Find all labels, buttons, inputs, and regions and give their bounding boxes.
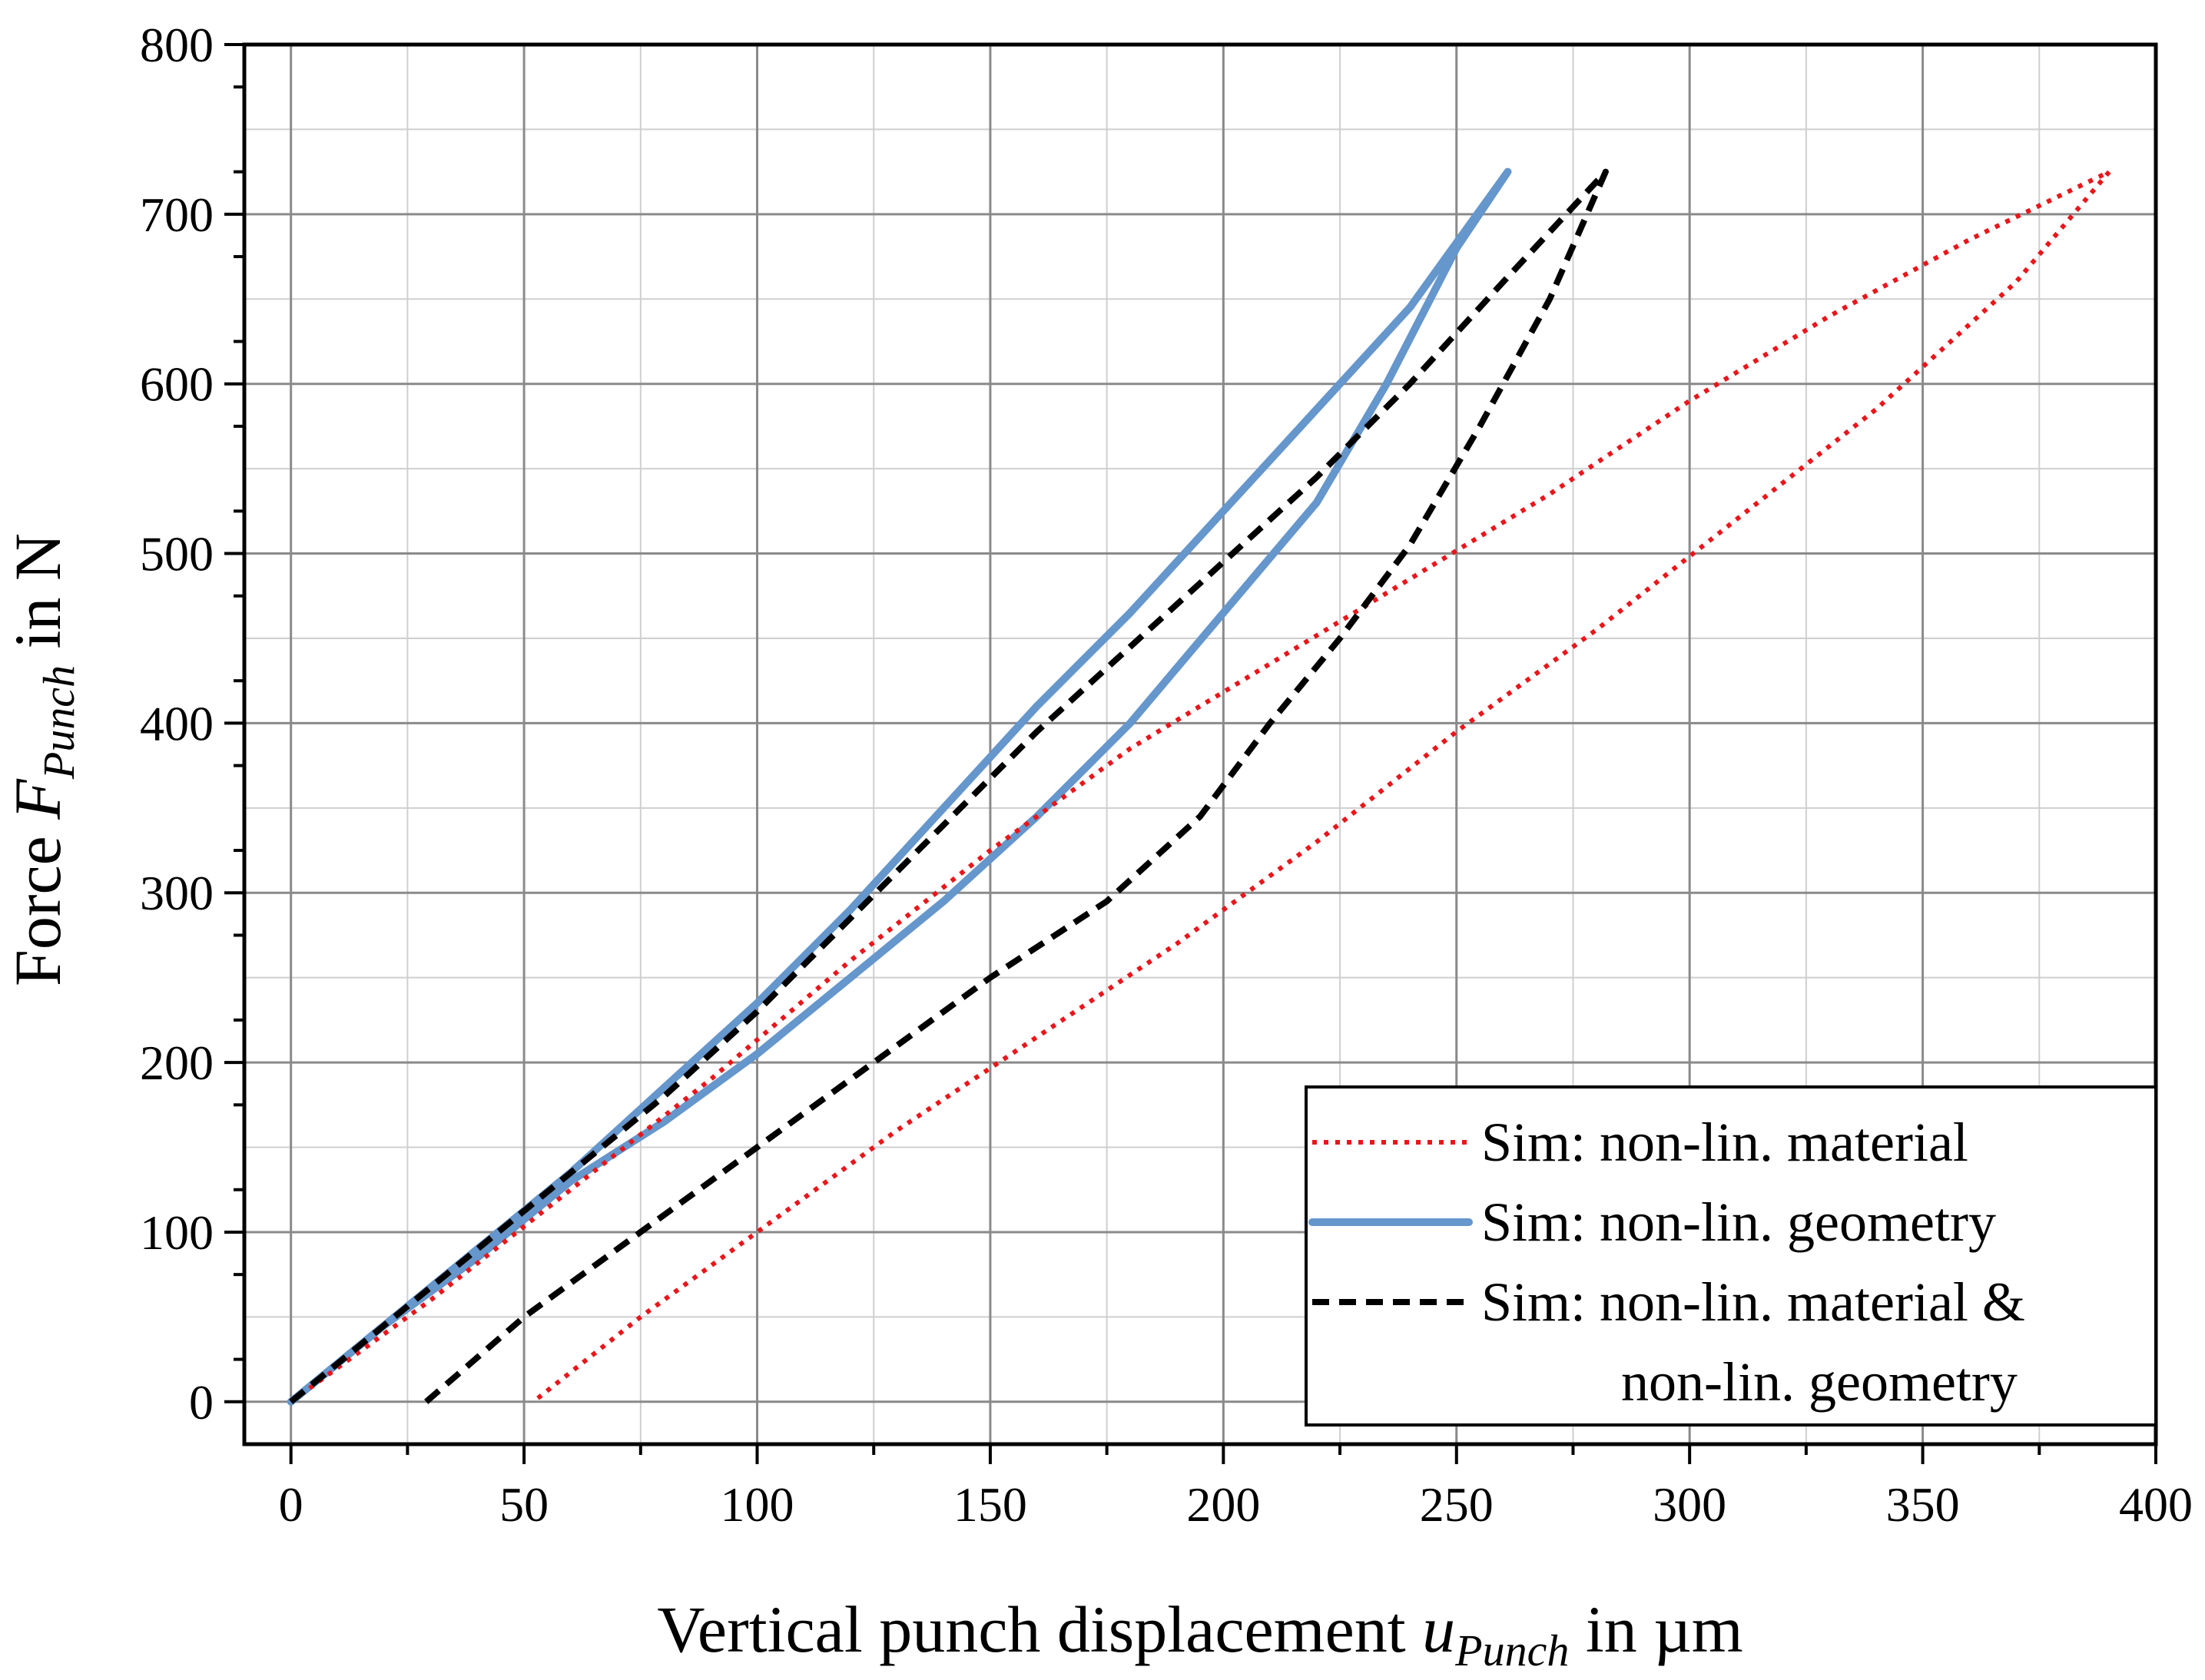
series-line-solid [287, 167, 1512, 1406]
legend-label: Sim: non-lin. material & [1481, 1271, 2025, 1333]
plot-frame [242, 42, 2158, 1446]
y-tick-label: 700 [140, 187, 214, 242]
y-tick-label: 0 [189, 1375, 214, 1430]
x-tick-label: 100 [721, 1477, 794, 1532]
series-line-dotted [289, 169, 2112, 1404]
x-tick-label: 400 [2119, 1477, 2193, 1532]
ticks [224, 43, 2157, 1464]
legend: Sim: non-lin. material Sim: non-lin. geom… [1305, 1085, 2157, 1427]
series-layer [287, 167, 2112, 1406]
x-tick-label: 250 [1420, 1477, 1494, 1532]
x-tick-label: 350 [1886, 1477, 1960, 1532]
y-tick-label: 200 [140, 1036, 214, 1090]
x-axis-title: Vertical punch displacement uPunch in µm [657, 1592, 1742, 1675]
y-tick-label: 100 [140, 1205, 214, 1260]
legend-box [1305, 1085, 2157, 1427]
legend-label: Sim: non-lin. geometry [1481, 1191, 1996, 1253]
legend-label: Sim: non-lin. material [1481, 1112, 1968, 1173]
x-tick-label: 0 [279, 1477, 303, 1532]
y-tick-label: 300 [140, 866, 214, 920]
legend-label: non-lin. geometry [1621, 1351, 2018, 1413]
tick-labels: 0 50 100 150 200 250 300 350 400 0 100 200 300 400 500… [140, 18, 2193, 1532]
y-tick-label: 500 [140, 527, 214, 582]
x-tick-label: 300 [1653, 1477, 1726, 1532]
x-tick-label: 50 [499, 1477, 549, 1532]
x-tick-label: 200 [1186, 1477, 1260, 1532]
y-tick-label: 600 [140, 357, 214, 412]
x-tick-label: 150 [953, 1477, 1027, 1532]
legend-items: Sim: non-lin. material Sim: non-lin. geom… [1308, 1112, 2025, 1413]
series-line-dashed [289, 168, 1609, 1404]
y-axis-title: Force FPunch in N [1, 533, 84, 986]
y-tick-label: 800 [140, 18, 214, 72]
y-tick-label: 400 [140, 696, 214, 751]
